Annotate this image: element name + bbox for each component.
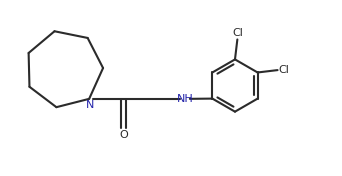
- Text: Cl: Cl: [232, 28, 243, 38]
- Text: NH: NH: [177, 94, 194, 104]
- Text: N: N: [86, 100, 94, 110]
- Text: Cl: Cl: [278, 65, 289, 75]
- Text: O: O: [119, 130, 128, 140]
